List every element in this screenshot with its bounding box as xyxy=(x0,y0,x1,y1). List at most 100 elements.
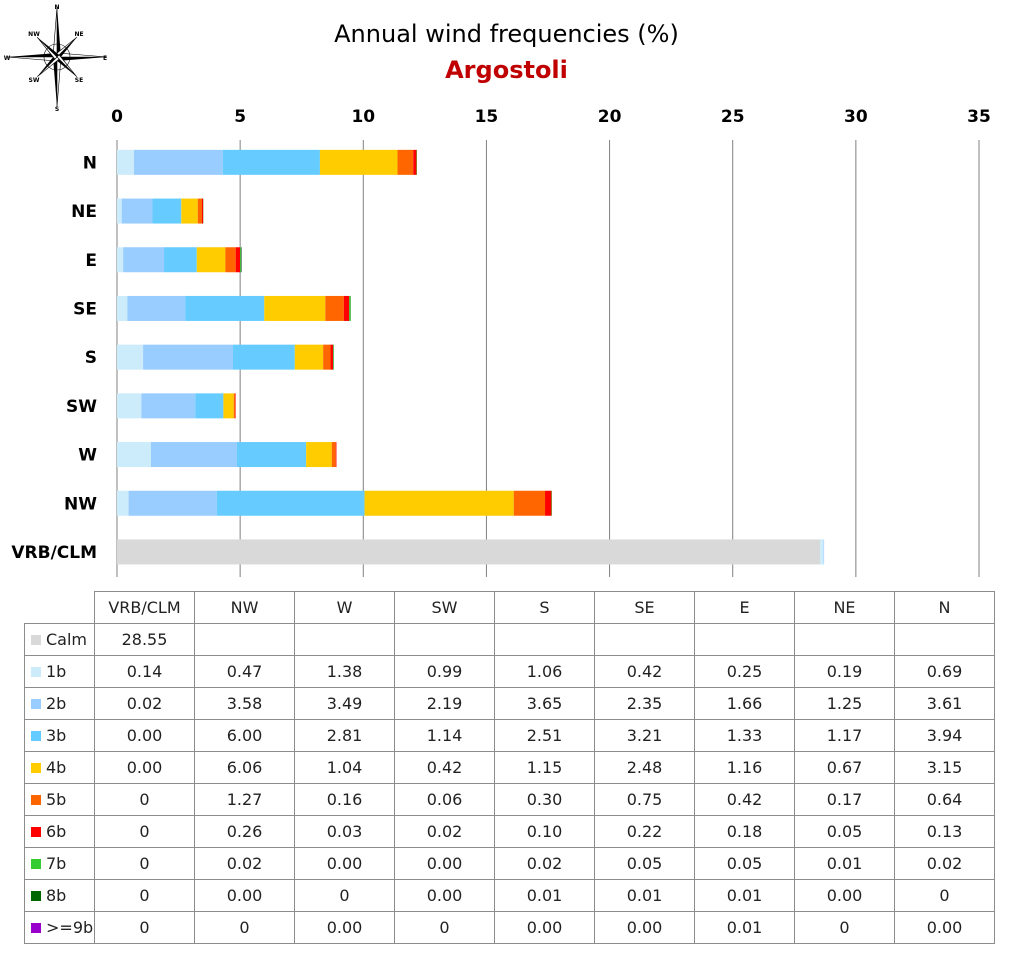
table-cell: 0.69 xyxy=(894,655,995,688)
table-cell: 3.65 xyxy=(494,687,595,720)
compass-label-s: S xyxy=(55,106,59,113)
x-tick-label: 30 xyxy=(844,107,868,127)
table-cell: 1.14 xyxy=(394,719,495,752)
bar-segment xyxy=(195,393,224,419)
bar-segment xyxy=(164,247,197,273)
table-cell: 3.58 xyxy=(194,687,295,720)
legend-swatch xyxy=(31,794,41,805)
table-row: 1b 0.14 0.47 1.38 0.99 1.06 0.42 0.25 0.19 0.69 xyxy=(24,655,995,688)
bar-segment xyxy=(128,490,217,516)
table-cell: 1.33 xyxy=(694,719,795,752)
bar-segment xyxy=(185,295,265,321)
bar-segment xyxy=(225,247,236,273)
y-category-label: N xyxy=(83,153,97,173)
x-tick-label: 0 xyxy=(111,107,123,127)
x-tick-label: 35 xyxy=(967,107,991,127)
table-cell: 0 xyxy=(94,911,195,944)
bar-segment xyxy=(306,442,332,468)
table-cell: 0.00 xyxy=(94,751,195,784)
row-label: 2b xyxy=(46,694,67,713)
bar-segment xyxy=(133,149,223,175)
bar-segment xyxy=(294,344,324,370)
table-row: >=9b 0 0 0.00 0 0.00 0.00 0.01 0 0.00 xyxy=(24,911,995,944)
table-cell: 3.49 xyxy=(294,687,395,720)
bar-segment xyxy=(117,539,821,565)
table-cell: 1.06 xyxy=(494,655,595,688)
table-row: Calm 28.55 xyxy=(24,623,995,656)
table-cell: 0.05 xyxy=(794,815,895,848)
table-cell: 3.61 xyxy=(894,687,995,720)
table-cell: 0.00 xyxy=(94,719,195,752)
bar-segment xyxy=(127,295,186,321)
bar-segment xyxy=(820,539,824,565)
row-header: Calm xyxy=(24,623,95,656)
bar-segment xyxy=(513,490,546,516)
table-cell: 0.42 xyxy=(394,751,495,784)
table-cell: 0 xyxy=(194,911,295,944)
table-row: 2b 0.02 3.58 3.49 2.19 3.65 2.35 1.66 1.25 3.61 xyxy=(24,687,995,720)
table-cell: 0 xyxy=(794,911,895,944)
table-cell xyxy=(294,623,395,656)
bar-segment xyxy=(240,247,242,273)
row-header: >=9b xyxy=(24,911,95,944)
table-cell: 1.16 xyxy=(694,751,795,784)
table-cell: 0.26 xyxy=(194,815,295,848)
column-header: SW xyxy=(394,591,495,624)
row-label: 4b xyxy=(46,758,67,777)
row-header: 2b xyxy=(24,687,95,720)
table-cell xyxy=(194,623,295,656)
table-cell: 0.75 xyxy=(594,783,695,816)
stacked-bar-chart: 0 5 10 15 20 25 30 35 N NE E SE S SW W NW VRB/CLM xyxy=(11,107,991,577)
bar-segment xyxy=(117,442,151,468)
table-cell: 0.18 xyxy=(694,815,795,848)
row-label: 3b xyxy=(46,726,67,745)
row-label: 8b xyxy=(46,886,67,905)
row-header: 8b xyxy=(24,879,95,912)
table-cell: 0 xyxy=(94,847,195,880)
bar-segment xyxy=(117,344,144,370)
table-cell: 0.64 xyxy=(894,783,995,816)
bar-segment xyxy=(343,295,350,321)
column-header: S xyxy=(494,591,595,624)
legend-swatch xyxy=(31,762,41,773)
bar-segment xyxy=(117,198,122,224)
table-cell: 0 xyxy=(294,879,395,912)
table-cell xyxy=(794,623,895,656)
y-category-label: NW xyxy=(64,494,97,514)
bar-segment xyxy=(222,149,320,175)
bar-segment xyxy=(117,393,142,419)
table-cell: 0.19 xyxy=(794,655,895,688)
compass-label-e: E xyxy=(103,55,107,62)
column-header: NE xyxy=(794,591,895,624)
table-cell: 3.94 xyxy=(894,719,995,752)
bar-segment xyxy=(150,442,237,468)
row-label: >=9b xyxy=(46,918,94,937)
bar-segment xyxy=(141,393,196,419)
bar-segment xyxy=(413,149,417,175)
table-cell: 0.02 xyxy=(94,687,195,720)
table-cell: 0.16 xyxy=(294,783,395,816)
x-tick-label: 25 xyxy=(721,107,745,127)
table-cell: 0.14 xyxy=(94,655,195,688)
table-row: 3b 0.00 6.00 2.81 1.14 2.51 3.21 1.33 1.17 3.94 xyxy=(24,719,995,752)
bar-segment xyxy=(197,198,202,224)
compass-label-se: SE xyxy=(75,77,83,84)
y-category-label: E xyxy=(85,251,97,271)
bar-segment xyxy=(181,198,198,224)
table-cell: 1.17 xyxy=(794,719,895,752)
y-category-label: W xyxy=(78,446,97,466)
y-category-label: NE xyxy=(71,202,97,222)
bar-segment xyxy=(196,247,226,273)
row-header: 5b xyxy=(24,783,95,816)
column-header: E xyxy=(694,591,795,624)
table-cell: 0.00 xyxy=(394,879,495,912)
table-cell: 0 xyxy=(894,879,995,912)
table-cell: 1.38 xyxy=(294,655,395,688)
chart-subtitle: Argostoli xyxy=(445,56,568,84)
bar-segment xyxy=(319,149,398,175)
table-cell: 2.19 xyxy=(394,687,495,720)
table-cell: 1.25 xyxy=(794,687,895,720)
bar-segment xyxy=(233,393,236,419)
table-cell: 0.22 xyxy=(594,815,695,848)
row-label: 1b xyxy=(46,662,67,681)
